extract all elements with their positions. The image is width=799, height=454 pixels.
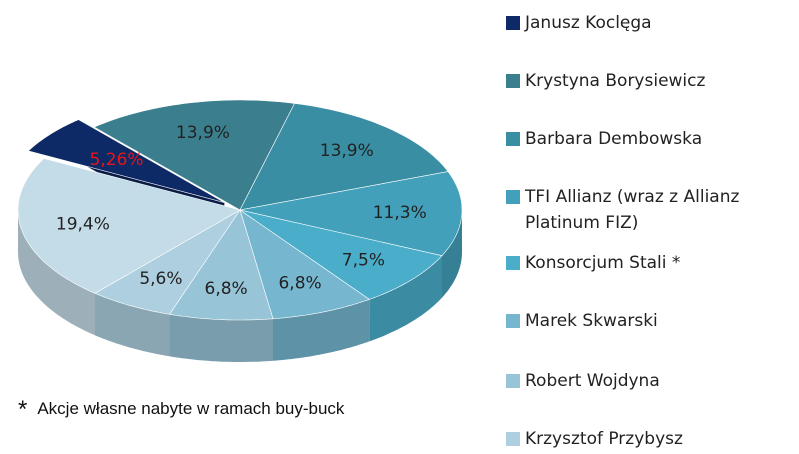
- footnote: * Akcje własne nabyte w ramach buy-buck: [18, 396, 344, 424]
- slice-side: [18, 210, 95, 336]
- legend-item: Janusz Koclęga: [506, 10, 796, 36]
- slice: [239, 103, 449, 211]
- slice: [93, 99, 296, 211]
- data-label: 19,4%: [56, 215, 110, 235]
- legend-label: TFI Allianz (wraz z Allianz Platinum FIZ…: [525, 187, 740, 233]
- slice-side: [442, 210, 462, 298]
- legend-swatch: [506, 374, 520, 388]
- slice: [239, 209, 370, 320]
- slice-side: [95, 293, 170, 357]
- legend-item: Marek Skwarski: [506, 308, 796, 334]
- legend-swatch: [506, 190, 520, 204]
- slice-side: [169, 314, 273, 362]
- legend-label: Marek Skwarski: [525, 311, 658, 331]
- footnote-text: Akcje własne nabyte w ramach buy-buck: [37, 399, 345, 418]
- data-label: 5,6%: [139, 269, 182, 289]
- legend-swatch: [506, 256, 520, 270]
- legend-swatch: [506, 16, 520, 30]
- data-label: 7,5%: [342, 250, 385, 270]
- legend-item: Krystyna Borysiewicz: [506, 68, 796, 94]
- slice: [27, 119, 225, 203]
- legend-label: Barbara Dembowska: [525, 129, 703, 149]
- pie-chart: 5,26% 13,9% 13,9% 11,3% 7,5% 6,8% 6,8% 5,6% 19,4…: [17, 99, 463, 362]
- slice: [17, 158, 241, 294]
- legend-item: Konsorcjum Stali *: [506, 250, 796, 276]
- data-label: 5,26%: [90, 150, 144, 170]
- legend-item: Barbara Dembowska: [506, 126, 796, 152]
- slice: [239, 209, 443, 300]
- footnote-mark: *: [18, 396, 28, 423]
- legend-item: Robert Wojdyna: [506, 368, 796, 394]
- legend-swatch: [506, 314, 520, 328]
- slice-side: [273, 299, 370, 361]
- data-label: 6,8%: [278, 273, 321, 293]
- slice-side: [369, 255, 442, 342]
- data-label: 13,9%: [176, 123, 230, 143]
- legend-item: Krzysztof Przybysz: [506, 426, 796, 452]
- data-label: 13,9%: [320, 141, 374, 161]
- legend-swatch: [506, 432, 520, 446]
- legend-label: Konsorcjum Stali *: [525, 253, 681, 273]
- legend-label: Janusz Koclęga: [525, 13, 652, 33]
- legend-label: Krystyna Borysiewicz: [525, 71, 706, 91]
- legend-item: TFI Allianz (wraz z Allianz Platinum FIZ…: [506, 184, 796, 236]
- legend-swatch: [506, 132, 520, 146]
- legend-label: Krzysztof Przybysz: [525, 429, 683, 449]
- slice: [239, 171, 463, 257]
- slice: [168, 209, 274, 321]
- slice: [94, 209, 241, 315]
- legend-label: Robert Wojdyna: [525, 371, 660, 391]
- data-label: 6,8%: [205, 279, 248, 299]
- data-label: 11,3%: [373, 203, 427, 223]
- legend-swatch: [506, 74, 520, 88]
